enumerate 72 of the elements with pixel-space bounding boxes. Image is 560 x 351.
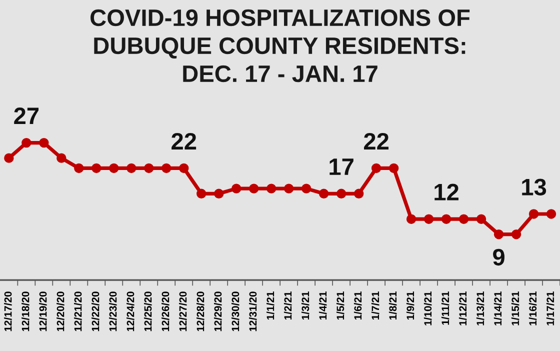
point <box>336 188 346 199</box>
x-tick-label: 1/1/21 <box>266 291 274 320</box>
x-tick-label: 12/25/20 <box>144 292 152 332</box>
data-label: 9 <box>493 248 504 266</box>
point <box>406 214 416 224</box>
x-tick-label: 12/31/20 <box>248 292 257 332</box>
point <box>546 209 556 219</box>
point <box>144 163 154 174</box>
point <box>4 153 14 163</box>
point <box>22 138 32 148</box>
x-tick-label: 1/13/21 <box>476 291 484 326</box>
x-tick-label: 1/11/21 <box>441 291 450 325</box>
data-label: 13 <box>522 178 546 196</box>
data-label: 22 <box>172 132 196 150</box>
x-tick-label: 12/19/20 <box>39 292 47 332</box>
point <box>39 138 49 148</box>
x-tick-label: 12/22/20 <box>92 292 100 332</box>
point <box>476 214 486 224</box>
x-tick-label: 1/7/21 <box>371 291 380 320</box>
point <box>196 188 206 199</box>
x-tick-label: 12/24/20 <box>126 292 134 332</box>
chart-title: COVID-19 HOSPITALIZATIONS OF DUBUQUE COUNTY RESIDENTS: DEC. 17 - JAN. 17 <box>90 9 470 82</box>
point <box>354 188 364 199</box>
point <box>458 214 469 224</box>
x-tick-label: 1/12/21 <box>458 291 467 326</box>
x-tick-label: 1/17/21 <box>546 291 554 326</box>
x-tick-label: 12/23/20 <box>109 292 117 332</box>
x-tick-label: 12/17/20 <box>4 292 12 332</box>
x-tick-label: 1/15/21 <box>511 291 520 326</box>
x-tick-label: 12/20/20 <box>56 292 64 332</box>
point <box>494 229 504 240</box>
point <box>424 214 434 224</box>
point <box>126 163 136 174</box>
point <box>528 209 539 219</box>
point <box>371 163 382 174</box>
point <box>109 163 119 174</box>
x-tick-label: 1/14/21 <box>494 291 502 326</box>
point <box>441 214 452 224</box>
point <box>318 188 329 199</box>
x-tick-label: 1/8/21 <box>388 291 397 320</box>
point <box>266 184 276 194</box>
point <box>511 229 522 240</box>
data-label: 17 <box>330 158 354 175</box>
x-tick-label: 1/3/21 <box>301 291 310 320</box>
point <box>214 188 224 199</box>
data-label: 22 <box>364 132 388 150</box>
x-tick-label: 1/9/21 <box>406 291 414 320</box>
x-tick-label: 1/2/21 <box>284 291 292 320</box>
x-tick-label: 1/16/21 <box>528 291 537 326</box>
x-tick-label: 1/10/21 <box>424 291 432 326</box>
x-tick-label: 12/28/20 <box>196 292 204 332</box>
point <box>74 163 84 174</box>
point <box>162 163 172 174</box>
point <box>301 184 312 194</box>
x-tick-label: 12/26/20 <box>162 292 170 332</box>
point <box>92 163 102 174</box>
data-label: 12 <box>434 184 458 200</box>
x-tick-label: 1/6/21 <box>354 291 362 320</box>
data-label: 27 <box>14 108 39 124</box>
point <box>388 163 399 174</box>
x-tick-label: 12/29/20 <box>214 292 222 332</box>
point <box>284 184 294 194</box>
x-tick-label: 12/30/20 <box>231 292 240 332</box>
x-tick-label: 1/4/21 <box>318 291 327 320</box>
point <box>56 153 66 163</box>
point <box>179 163 189 174</box>
point <box>248 184 259 194</box>
x-tick-label: 12/27/20 <box>179 292 187 332</box>
x-tick-label: 12/21/20 <box>74 292 82 332</box>
x-tick-label: 12/18/20 <box>22 292 30 332</box>
x-tick-label: 1/5/21 <box>336 291 344 320</box>
point <box>231 184 242 194</box>
